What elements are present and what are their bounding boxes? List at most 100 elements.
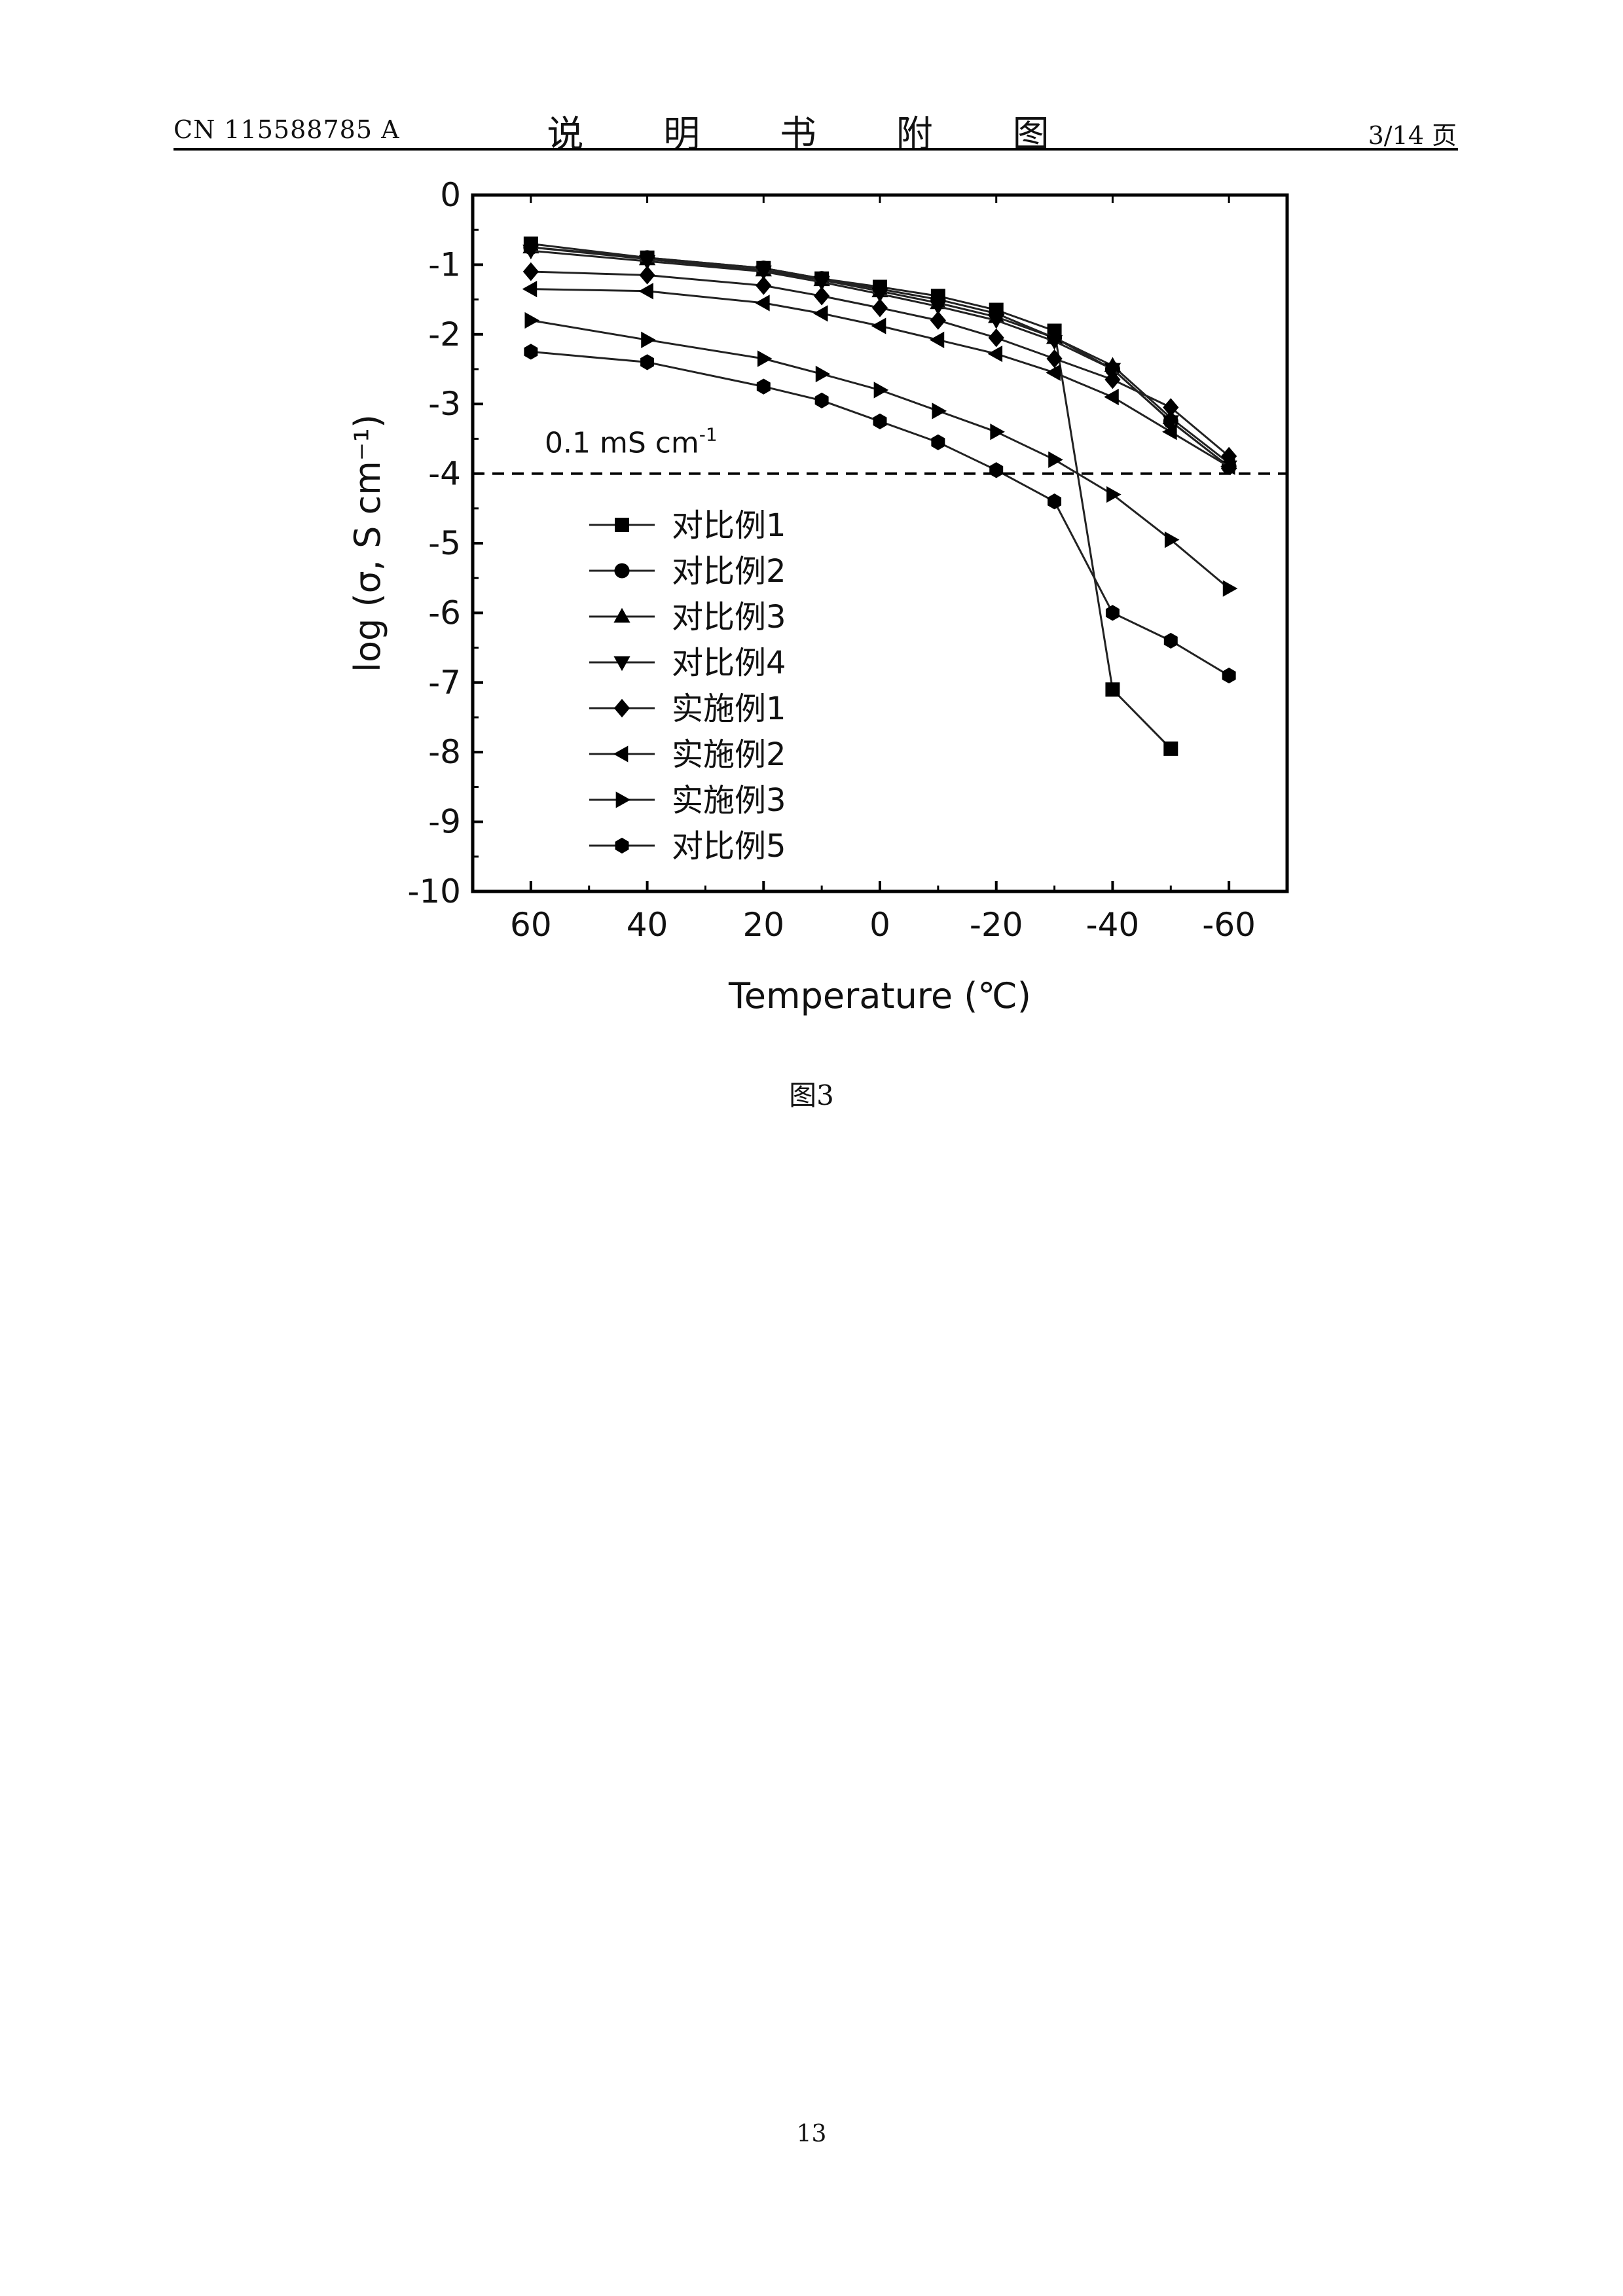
- data-point: [1104, 388, 1119, 406]
- legend-marker: [614, 563, 630, 579]
- data-point: [871, 317, 886, 334]
- series-7: [524, 312, 1238, 597]
- legend-marker: [613, 698, 630, 718]
- data-point: [873, 382, 889, 399]
- page-header: CN 115588785 A 说 明 书 附 图 3/14 页: [173, 105, 1457, 156]
- data-point: [1106, 486, 1122, 503]
- y-tick-label: -4: [428, 455, 461, 493]
- legend-item: 对比例5: [589, 828, 786, 865]
- data-point: [1164, 531, 1180, 548]
- data-point: [1048, 451, 1063, 468]
- x-tick-label: 0: [869, 906, 890, 944]
- axis-ticks: 0 -1 -2 -3 -4 -5 -6 -7 -8 -9 -10 60 40 20 0 -20 -40 -60: [407, 176, 1288, 944]
- legend-item: 对比例4: [589, 645, 786, 681]
- data-point: [638, 283, 653, 300]
- legend-label: 对比例5: [672, 828, 786, 865]
- data-point: [641, 331, 656, 348]
- y-tick-label: -1: [428, 245, 461, 283]
- legend-marker: [613, 745, 629, 762]
- legend-marker: [613, 656, 630, 672]
- data-point: [990, 423, 1005, 440]
- y-tick-label: -2: [428, 315, 461, 353]
- data-point: [1163, 741, 1178, 756]
- legend-label: 实施例3: [672, 782, 786, 819]
- data-point: [873, 413, 887, 429]
- legend-item: 实施例2: [589, 736, 786, 773]
- data-point: [814, 286, 830, 306]
- data-point: [522, 262, 539, 281]
- legend-label: 实施例1: [672, 691, 786, 727]
- reference-line-label-superscript: -1: [699, 424, 718, 446]
- legend-item: 对比例2: [589, 553, 786, 590]
- series-4: [522, 244, 1237, 476]
- y-tick-label: 0: [440, 176, 461, 214]
- series-6: [522, 280, 1235, 475]
- data-point: [1222, 668, 1236, 684]
- legend-label: 对比例3: [672, 599, 786, 636]
- data-point: [987, 345, 1003, 363]
- data-point: [988, 328, 1004, 348]
- data-point: [1222, 580, 1238, 597]
- data-point: [989, 462, 1004, 478]
- data-point: [1162, 415, 1179, 430]
- legend-item: 实施例1: [589, 691, 786, 727]
- legend-marker: [615, 837, 629, 854]
- x-tick-label: 60: [510, 906, 552, 944]
- data-point: [638, 255, 656, 270]
- document-number: CN 115588785 A: [173, 115, 400, 144]
- data-point: [929, 331, 945, 348]
- legend-marker: [615, 518, 629, 532]
- data-point: [640, 354, 655, 370]
- reference-line-label: 0.1 mS cm-1: [545, 424, 718, 460]
- conductivity-chart: 0 -1 -2 -3 -4 -5 -6 -7 -8 -9 -10 60 40 20 0 -20 -40 -60 0…: [347, 176, 1289, 1016]
- data-point: [756, 378, 771, 395]
- series-line: [530, 350, 1230, 677]
- legend-label: 对比例4: [672, 645, 786, 681]
- reference-line-label-text: 0.1 mS cm: [545, 427, 699, 460]
- y-tick-label: -9: [428, 803, 461, 841]
- data-point: [756, 276, 772, 295]
- page-indicator: 3/14 页: [1368, 121, 1457, 150]
- x-tick-label: -20: [970, 906, 1023, 944]
- x-axis-label: Temperature (℃): [728, 975, 1031, 1016]
- y-axis-label: log (σ, S cm⁻¹): [347, 414, 388, 672]
- data-point: [988, 314, 1005, 329]
- data-point: [524, 344, 538, 360]
- x-tick-label: -60: [1202, 906, 1256, 944]
- data-point: [930, 300, 947, 315]
- data-point: [755, 295, 770, 312]
- data-point: [524, 312, 540, 329]
- y-tick-label: -7: [428, 664, 461, 702]
- data-point: [522, 280, 538, 298]
- data-point: [1220, 458, 1235, 475]
- data-point: [1046, 335, 1063, 350]
- page-number: 13: [796, 2121, 827, 2147]
- data-point: [1104, 370, 1121, 389]
- y-tick-label: -8: [428, 733, 461, 771]
- legend-item: 实施例3: [589, 782, 786, 819]
- series-8: [524, 344, 1236, 684]
- data-point: [757, 350, 773, 367]
- data-point: [1221, 446, 1237, 466]
- data-point: [522, 244, 539, 260]
- y-tick-label: -6: [428, 594, 461, 632]
- data-point: [1105, 682, 1120, 697]
- series-layer: [522, 236, 1238, 756]
- x-tick-label: -40: [1086, 906, 1140, 944]
- data-point: [1163, 632, 1178, 649]
- y-tick-label: -3: [428, 385, 461, 423]
- legend-label: 实施例2: [672, 736, 786, 773]
- x-tick-label: 20: [742, 906, 784, 944]
- data-point: [930, 311, 946, 330]
- data-point: [871, 287, 888, 303]
- data-point: [755, 265, 772, 281]
- data-point: [812, 305, 828, 322]
- legend-item: 对比例3: [589, 599, 786, 636]
- y-tick-label: -10: [407, 872, 461, 910]
- data-point: [814, 392, 829, 408]
- legend-item: 对比例1: [589, 507, 786, 544]
- legend: 对比例1 对比例2 对比例3 对比例4 实施例1 实施例2 实施例3 对比例5: [589, 507, 786, 865]
- data-point: [1048, 493, 1062, 510]
- series-1: [523, 236, 1178, 756]
- data-point: [639, 266, 655, 285]
